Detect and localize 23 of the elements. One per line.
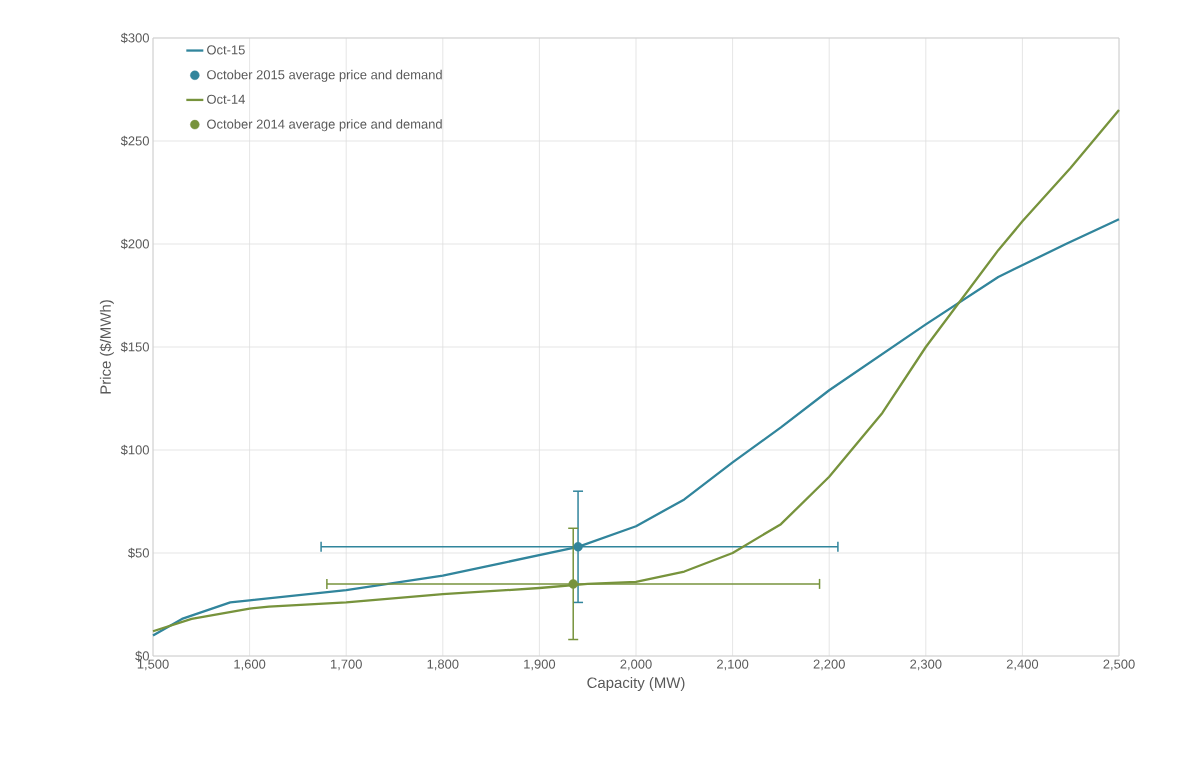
x-tick-label: 2,500 bbox=[1103, 659, 1135, 671]
legend-label: October 2014 average price and demand bbox=[207, 119, 442, 132]
x-tick-label: 1,900 bbox=[524, 659, 556, 671]
x-tick-label: 2,300 bbox=[910, 659, 942, 671]
x-tick-label: 2,400 bbox=[1006, 659, 1039, 671]
y-tick-label: $150 bbox=[120, 341, 149, 353]
y-tick-label: $100 bbox=[120, 444, 149, 456]
y-axis-title: Price ($/MWh) bbox=[99, 300, 114, 394]
x-tick-label: 2,000 bbox=[620, 659, 652, 671]
legend-label: Oct-14 bbox=[207, 94, 245, 104]
y-tick-label: $200 bbox=[120, 238, 149, 250]
legend-label: Oct-15 bbox=[207, 45, 245, 55]
x-tick-label: 2,200 bbox=[813, 659, 845, 671]
x-tick-label: 1,800 bbox=[427, 659, 459, 671]
y-tick-label: $250 bbox=[120, 135, 149, 147]
legend-label: October 2015 average price and demand bbox=[207, 69, 442, 82]
y-tick-label: $50 bbox=[128, 547, 149, 559]
x-axis-title: Capacity (MW) bbox=[587, 677, 685, 691]
line-series bbox=[151, 108, 1121, 633]
y-tick-label: $300 bbox=[120, 32, 149, 44]
x-tick-label: 1,700 bbox=[330, 659, 362, 671]
x-tick-label: 2,100 bbox=[717, 659, 749, 671]
x-tick-label: 1,600 bbox=[234, 659, 266, 671]
